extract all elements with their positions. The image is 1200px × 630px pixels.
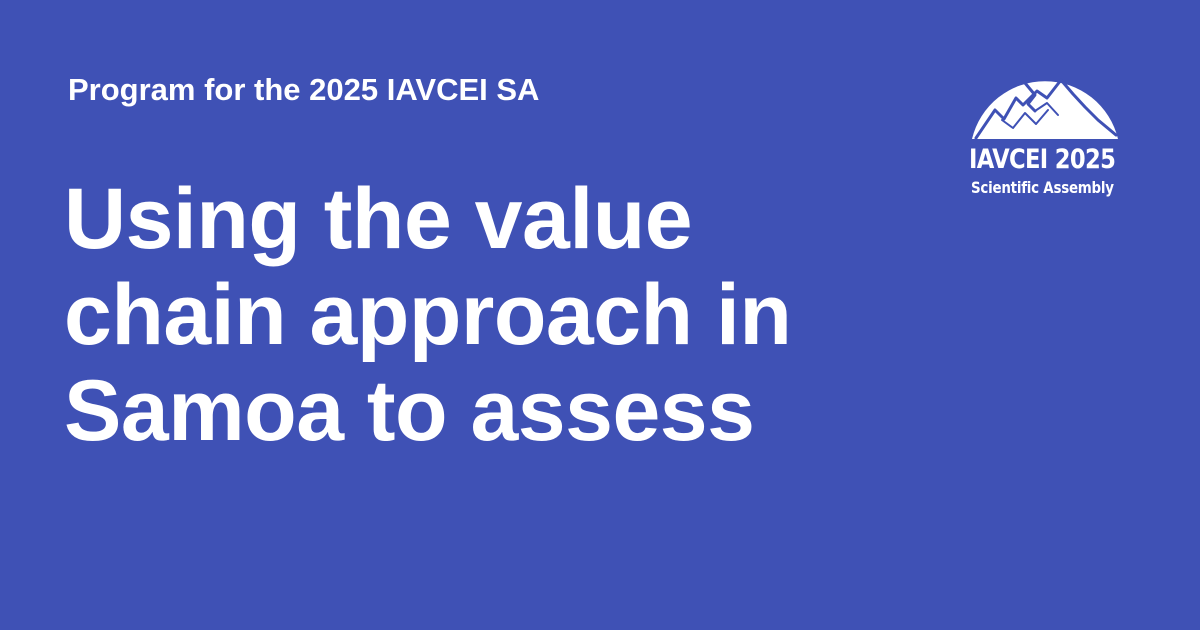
- logo-name: IAVCEI 2025: [969, 144, 1116, 175]
- session-title-line: chain approach in: [64, 267, 792, 363]
- iavcei-logo: IAVCEI 2025 Scientific Assembly: [965, 58, 1125, 208]
- session-title: Using the value chain approach in Samoa …: [64, 171, 884, 459]
- session-title-line: Using the value: [64, 171, 693, 267]
- logo-subtitle: Scientific Assembly: [971, 178, 1114, 197]
- program-eyebrow: Program for the 2025 IAVCEI SA: [68, 72, 540, 107]
- volcano-dome-icon: [972, 60, 1118, 140]
- session-title-line: Samoa to assess: [64, 363, 755, 459]
